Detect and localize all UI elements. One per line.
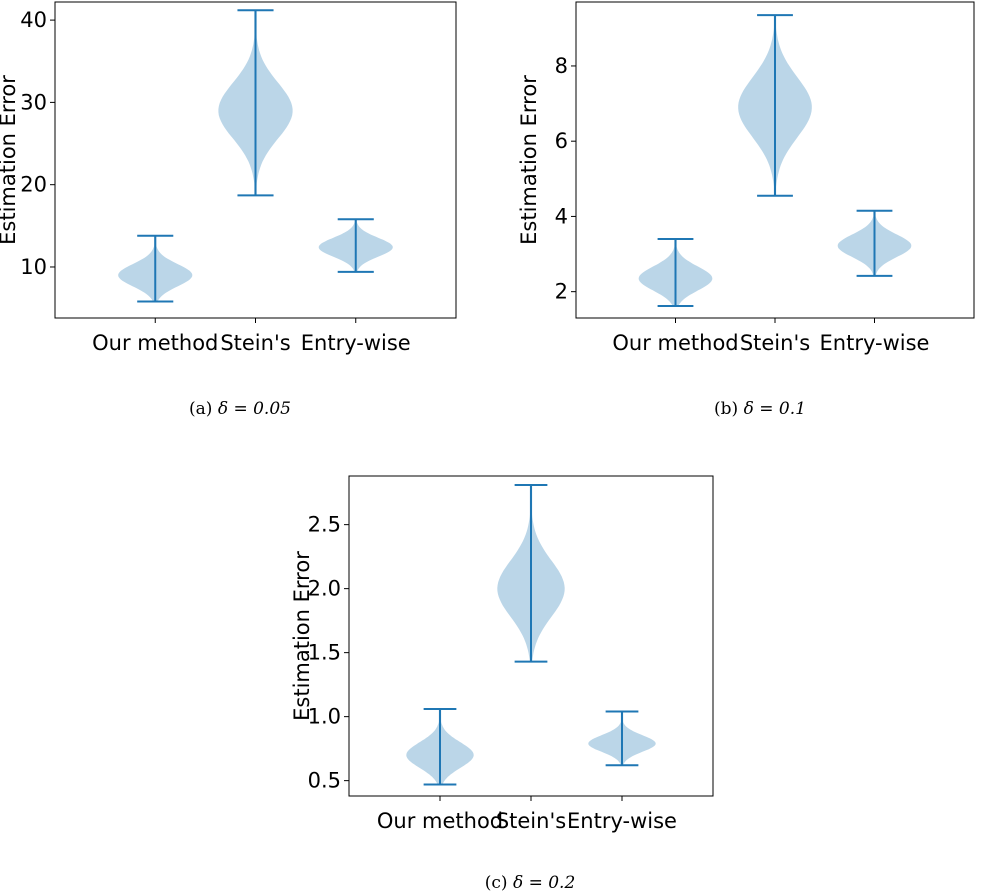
x-tick-label: Our method <box>612 331 738 355</box>
subfigure-caption: (c) δ = 0.2 <box>485 873 576 893</box>
x-tick-label: Stein's <box>496 809 566 833</box>
y-axis-label: Estimation Error <box>517 75 541 245</box>
y-tick-label: 8 <box>555 54 568 78</box>
chart-panel-2: 2 4 6 8 Our method Stein's Entry-wise Estimatio… <box>517 1 975 419</box>
y-tick-label: 2.5 <box>308 513 341 537</box>
y-tick-label: 30 <box>20 90 47 114</box>
chart-panel-1: 10 20 30 40 Our method Stein's Entry-wise Estim… <box>0 1 457 419</box>
subfigure-caption: (a) δ = 0.05 <box>189 399 291 419</box>
y-tick-label: 2.0 <box>308 577 341 601</box>
y-tick-label: 2 <box>555 280 568 304</box>
x-tick-label: Stein's <box>740 331 810 355</box>
y-tick-label: 6 <box>555 129 568 153</box>
y-tick-label: 40 <box>20 8 47 32</box>
x-tick-label: Entry-wise <box>820 331 930 355</box>
y-tick-label: 1.5 <box>308 641 341 665</box>
x-tick-label: Stein's <box>220 331 290 355</box>
x-tick-label: Entry-wise <box>301 331 411 355</box>
subfigure-caption: (b) δ = 0.1 <box>714 399 806 419</box>
y-tick-label: 4 <box>555 204 568 228</box>
y-tick-label: 0.5 <box>308 769 341 793</box>
y-axis-label: Estimation Error <box>290 551 314 721</box>
x-tick-label: Entry-wise <box>567 809 677 833</box>
y-axis-label: Estimation Error <box>0 75 20 245</box>
y-tick-label: 20 <box>20 173 47 197</box>
x-tick-label: Our method <box>377 809 503 833</box>
y-tick-label: 10 <box>20 255 47 279</box>
y-tick-label: 1.0 <box>308 705 341 729</box>
x-tick-label: Our method <box>92 331 218 355</box>
